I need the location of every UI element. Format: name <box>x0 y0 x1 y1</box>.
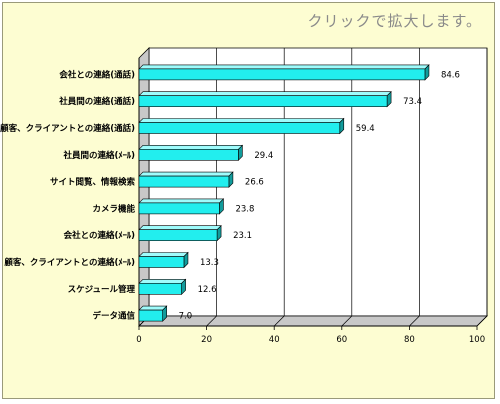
data-label: 84.6 <box>441 70 460 80</box>
x-tick-label: 0 <box>136 335 141 345</box>
bar <box>138 122 341 134</box>
category-label: サイト閲覧、情報検索 <box>50 177 136 188</box>
bar-top <box>138 252 189 257</box>
data-label: 29.4 <box>254 151 273 161</box>
x-tick-label: 100 <box>469 335 485 345</box>
category-label: 顧客、クライアントとの連絡(通話) <box>0 123 135 134</box>
bar-top <box>138 145 244 150</box>
bar-top <box>138 91 392 96</box>
floor-gridline <box>409 315 420 327</box>
bar-top <box>138 171 234 177</box>
x-tick-label: 40 <box>269 335 280 345</box>
x-tick-label: 60 <box>336 335 347 345</box>
bar-top <box>138 118 345 123</box>
bar-top <box>138 278 187 284</box>
floor-gridline <box>341 315 353 327</box>
bar <box>138 256 185 268</box>
data-label: 7.0 <box>179 312 193 322</box>
data-label: 13.3 <box>200 258 219 268</box>
data-label: 73.4 <box>403 97 422 107</box>
x-tick-label: 80 <box>404 335 415 345</box>
enlarge-hint[interactable]: クリックで拡大します。 <box>307 12 482 30</box>
data-label: 59.4 <box>356 124 375 134</box>
data-label: 23.8 <box>235 204 254 214</box>
bar-top <box>138 225 222 230</box>
bar <box>138 175 230 188</box>
bar <box>138 309 163 322</box>
bar-top <box>138 305 168 311</box>
floor-gridline <box>206 315 217 327</box>
data-label: 26.6 <box>245 178 264 188</box>
floor-gridline <box>476 315 488 327</box>
bar <box>138 149 239 161</box>
category-label: 社員間の連絡(ﾒｰﾙ) <box>62 150 135 161</box>
data-label: 23.1 <box>233 231 252 241</box>
category-label: 会社との連絡(通話) <box>58 69 135 80</box>
bar <box>138 229 218 241</box>
category-label: 社員間の連絡(通話) <box>58 96 135 107</box>
bar-top <box>138 198 225 204</box>
category-label: スケジュール管理 <box>68 284 136 295</box>
category-label: データ通信 <box>92 311 135 322</box>
bar <box>138 282 182 295</box>
category-label: カメラ機能 <box>92 203 135 214</box>
x-tick-label: 20 <box>201 335 212 345</box>
floor-gridline <box>273 315 285 327</box>
data-label: 12.6 <box>198 285 217 295</box>
bar <box>138 95 388 107</box>
category-label: 顧客、クライアントとの連絡(ﾒｰﾙ) <box>4 257 135 268</box>
category-label: 会社との連絡(ﾒｰﾙ) <box>63 230 136 241</box>
bar-top <box>138 64 430 70</box>
bar <box>138 202 220 215</box>
bar <box>138 68 426 81</box>
